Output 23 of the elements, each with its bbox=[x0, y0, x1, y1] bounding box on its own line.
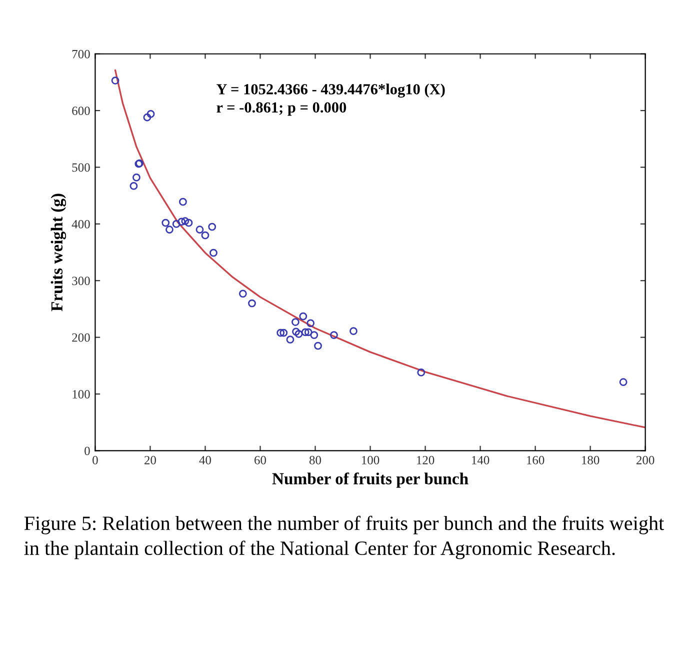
x-tick-label: 120 bbox=[416, 456, 434, 464]
x-tick-label: 0 bbox=[92, 456, 98, 464]
y-tick-label: 100 bbox=[72, 390, 90, 398]
x-tick-label: 160 bbox=[527, 456, 544, 464]
annotation: Y = 1052.4366 - 439.4476*log10 (X) r = -0.861; p = 0.000 bbox=[216, 84, 445, 116]
caption: Figure 5: Relation between the number of fruits per bunch and the fruits weight in the plantain collection of the National Center for Agronomic Research. bbox=[24, 516, 664, 560]
y-tick-label: 300 bbox=[72, 276, 90, 286]
x-tick-label: 140 bbox=[472, 456, 490, 464]
x-tick-label: 40 bbox=[199, 456, 211, 464]
x-axis-title: Number of fruits per bunch bbox=[272, 472, 468, 488]
y-tick-label: 0 bbox=[84, 446, 90, 456]
x-tick-label: 20 bbox=[144, 456, 156, 464]
x-tick-label: 60 bbox=[254, 456, 266, 464]
y-tick-label: 400 bbox=[72, 220, 90, 228]
x-tick-label: 100 bbox=[362, 456, 380, 464]
y-tick-label: 700 bbox=[72, 50, 90, 58]
x-tick-label: 200 bbox=[636, 456, 654, 464]
y-axis-title: Fruits weight (g) bbox=[50, 194, 66, 312]
y-tick-label: 500 bbox=[72, 163, 90, 172]
x-tick-label: 80 bbox=[309, 456, 322, 464]
x-tick-label: 180 bbox=[582, 456, 600, 464]
y-tick-label: 200 bbox=[72, 333, 90, 342]
y-tick-label: 600 bbox=[72, 106, 90, 116]
